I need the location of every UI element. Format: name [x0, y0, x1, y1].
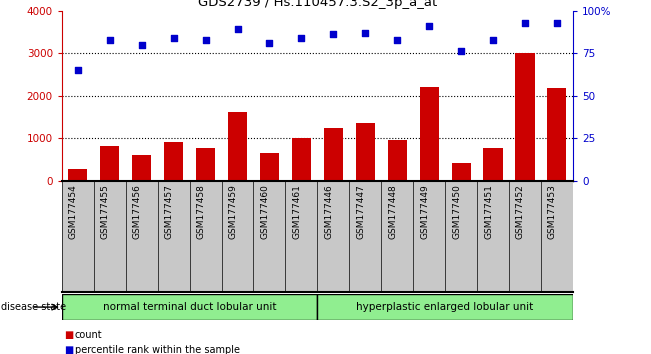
Bar — [355, 123, 375, 181]
Text: disease state: disease state — [1, 302, 66, 312]
Bar — [68, 169, 87, 181]
Bar — [452, 163, 471, 181]
Text: GSM177452: GSM177452 — [516, 184, 525, 239]
Point — [137, 42, 147, 47]
Text: normal terminal duct lobular unit: normal terminal duct lobular unit — [103, 302, 277, 312]
Text: hyperplastic enlarged lobular unit: hyperplastic enlarged lobular unit — [357, 302, 534, 312]
Text: GSM177447: GSM177447 — [356, 184, 365, 239]
Text: count: count — [75, 330, 102, 339]
Bar — [260, 153, 279, 181]
Text: GSM177449: GSM177449 — [420, 184, 429, 239]
Bar — [62, 294, 317, 320]
Point — [73, 67, 83, 73]
Text: GSM177456: GSM177456 — [133, 184, 142, 239]
Text: GSM177457: GSM177457 — [165, 184, 174, 239]
Bar — [100, 146, 119, 181]
Text: GSM177459: GSM177459 — [229, 184, 238, 239]
Point — [296, 35, 307, 41]
Bar — [547, 88, 566, 181]
Point — [456, 48, 466, 54]
Text: percentile rank within the sample: percentile rank within the sample — [75, 346, 240, 354]
Point — [232, 27, 243, 32]
Text: GSM177460: GSM177460 — [260, 184, 270, 239]
Text: GSM177453: GSM177453 — [548, 184, 557, 239]
Point — [105, 37, 115, 42]
Point — [551, 20, 562, 25]
Point — [169, 35, 179, 41]
Point — [519, 20, 530, 25]
Text: ■: ■ — [64, 346, 73, 354]
Text: GSM177451: GSM177451 — [484, 184, 493, 239]
Text: GSM177461: GSM177461 — [292, 184, 301, 239]
Text: GSM177454: GSM177454 — [69, 184, 78, 239]
Point — [328, 32, 339, 37]
Point — [488, 37, 498, 42]
Title: GDS2739 / Hs.110457.3.S2_3p_a_at: GDS2739 / Hs.110457.3.S2_3p_a_at — [198, 0, 437, 10]
Bar — [387, 140, 407, 181]
Point — [201, 37, 211, 42]
Point — [424, 23, 434, 29]
Text: GSM177446: GSM177446 — [324, 184, 333, 239]
Bar — [324, 128, 343, 181]
Point — [264, 40, 275, 46]
Bar — [196, 148, 215, 181]
Bar — [484, 148, 503, 181]
Bar — [132, 155, 151, 181]
Bar — [516, 53, 534, 181]
Point — [360, 30, 370, 35]
Bar — [419, 87, 439, 181]
Point — [392, 37, 402, 42]
Text: GSM177450: GSM177450 — [452, 184, 461, 239]
Bar — [292, 138, 311, 181]
Text: GSM177458: GSM177458 — [197, 184, 206, 239]
Bar — [317, 294, 573, 320]
Bar — [228, 112, 247, 181]
Text: GSM177448: GSM177448 — [388, 184, 397, 239]
Text: ■: ■ — [64, 330, 73, 339]
Bar — [164, 142, 183, 181]
Text: GSM177455: GSM177455 — [101, 184, 110, 239]
